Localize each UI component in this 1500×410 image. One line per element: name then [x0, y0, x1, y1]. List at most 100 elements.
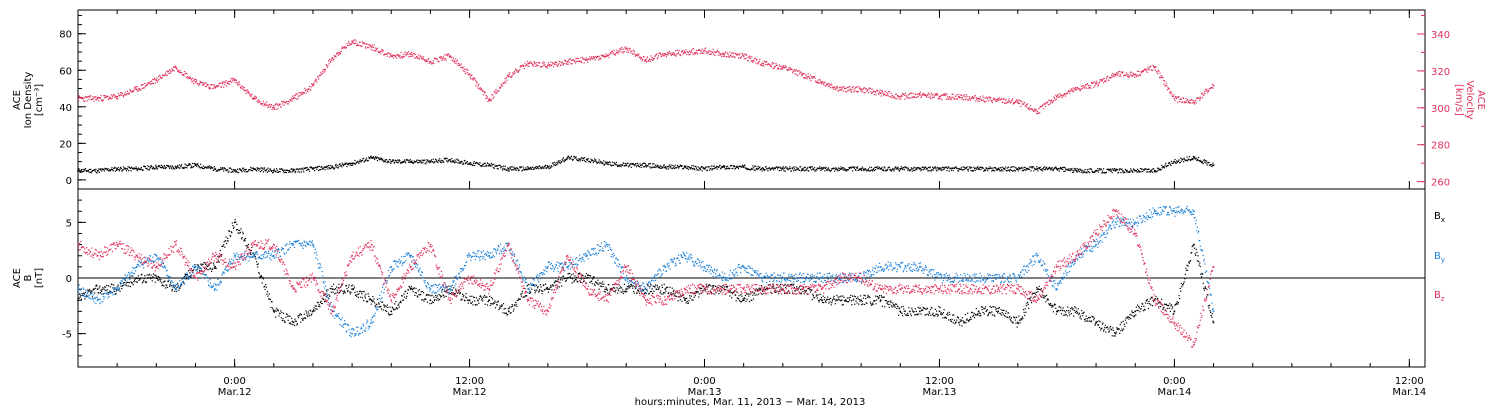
scatter-dot: [297, 95, 300, 97]
scatter-dot: [414, 57, 416, 59]
scatter-dot: [697, 169, 699, 171]
scatter-dot: [665, 168, 668, 170]
scatter-dot: [1018, 168, 1021, 170]
scatter-dot: [1035, 168, 1037, 171]
scatter-dot: [339, 165, 342, 167]
scatter-dot: [137, 168, 139, 170]
scatter-dot: [582, 58, 584, 61]
scatter-dot: [307, 315, 309, 317]
scatter-dot: [417, 290, 419, 292]
scatter-dot: [861, 169, 863, 172]
scatter-dot: [1199, 159, 1201, 162]
scatter-dot: [1052, 100, 1055, 102]
scatter-dot: [454, 62, 456, 64]
scatter-dot: [197, 163, 199, 165]
scatter-dot: [115, 289, 118, 291]
scatter-dot: [1043, 102, 1045, 104]
scatter-dot: [872, 92, 874, 94]
scatter-dot: [266, 171, 269, 173]
scatter-dot: [370, 155, 372, 157]
scatter-dot: [480, 296, 482, 298]
scatter-dot: [247, 243, 250, 246]
scatter-dot: [358, 160, 361, 162]
scatter-dot: [614, 291, 616, 293]
scatter-dot: [522, 64, 524, 66]
data-point: [96, 288, 99, 290]
scatter-dot: [452, 160, 455, 162]
scatter-dot: [1119, 71, 1121, 73]
scatter-dot: [373, 49, 376, 52]
scatter-dot: [600, 58, 602, 60]
scatter-dot: [308, 85, 311, 88]
scatter-dot: [881, 89, 883, 92]
scatter-dot: [896, 98, 898, 100]
scatter-dot: [957, 170, 960, 172]
scatter-dot: [432, 60, 434, 62]
scatter-dot: [531, 168, 533, 170]
scatter-dot: [481, 90, 483, 92]
scatter-dot: [532, 63, 534, 66]
scatter-dot: [513, 167, 516, 169]
scatter-dot: [721, 166, 723, 169]
scatter-dot: [704, 48, 706, 50]
scatter-dot: [282, 312, 285, 314]
scatter-dot: [204, 82, 206, 84]
scatter-dot: [696, 52, 698, 54]
scatter-dot: [404, 51, 406, 53]
scatter-dot: [1098, 81, 1101, 83]
scatter-dot: [964, 95, 966, 97]
scatter-dot: [456, 63, 458, 65]
scatter-dot: [330, 167, 332, 170]
scatter-dot: [94, 169, 96, 171]
scatter-dot: [212, 169, 214, 172]
scatter-dot: [360, 160, 362, 162]
scatter-dot: [453, 292, 455, 295]
scatter-dot: [478, 164, 480, 166]
scatter-dot: [188, 76, 190, 78]
scatter-dot: [1166, 85, 1168, 87]
data-point: [742, 166, 745, 168]
scatter-dot: [1149, 171, 1151, 173]
scatter-dot: [1169, 92, 1171, 94]
scatter-dot: [140, 168, 142, 170]
scatter-dot: [132, 275, 134, 277]
scatter-dot: [456, 159, 459, 161]
scatter-dot: [264, 288, 266, 291]
scatter-dot: [703, 167, 705, 169]
scatter-dot: [276, 307, 278, 309]
scatter-dot: [650, 55, 652, 57]
scatter-dot: [496, 167, 498, 170]
data-point: [233, 79, 236, 81]
scatter-dot: [443, 294, 445, 297]
scatter-dot: [584, 277, 586, 280]
scatter-dot: [598, 55, 600, 57]
scatter-dot: [383, 306, 385, 308]
scatter-dot: [144, 86, 146, 88]
scatter-dot: [739, 53, 741, 55]
scatter-dot: [133, 281, 135, 283]
scatter-dot: [1021, 166, 1023, 169]
scatter-dot: [530, 292, 532, 294]
legend-label-sub: x: [1441, 216, 1445, 224]
scatter-dot: [109, 170, 111, 172]
scatter-dot: [995, 167, 997, 169]
scatter-dot: [653, 163, 655, 165]
scatter-dot: [353, 42, 356, 45]
scatter-dot: [88, 98, 90, 101]
scatter-dot: [79, 296, 81, 298]
scatter-dot: [809, 167, 812, 169]
scatter-dot: [228, 230, 231, 232]
scatter-dot: [589, 59, 592, 61]
scatter-dot: [950, 96, 952, 98]
scatter-dot: [549, 288, 551, 290]
scatter-dot: [1164, 167, 1166, 169]
scatter-dot: [1189, 102, 1192, 104]
scatter-dot: [190, 165, 193, 167]
scatter-dot: [556, 280, 558, 282]
scatter-dot: [797, 168, 799, 171]
scatter-dot: [707, 51, 710, 53]
scatter-dot: [542, 61, 544, 63]
scatter-dot: [288, 322, 290, 324]
scatter-dot: [594, 284, 596, 287]
scatter-dot: [258, 272, 260, 274]
